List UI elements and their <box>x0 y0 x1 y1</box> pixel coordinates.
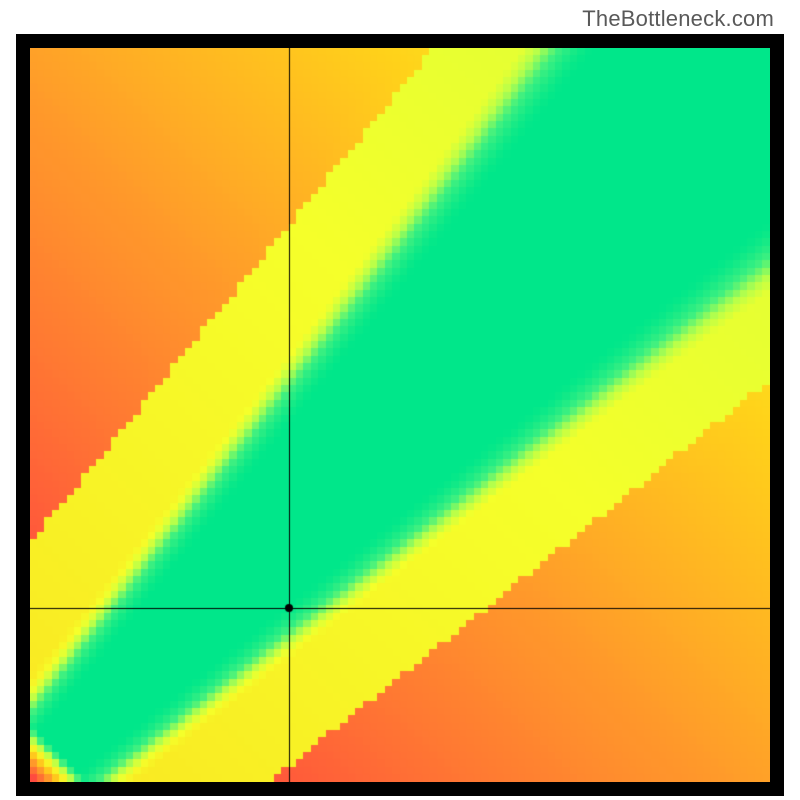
watermark-text: TheBottleneck.com <box>582 6 774 32</box>
crosshair-overlay <box>30 48 770 782</box>
